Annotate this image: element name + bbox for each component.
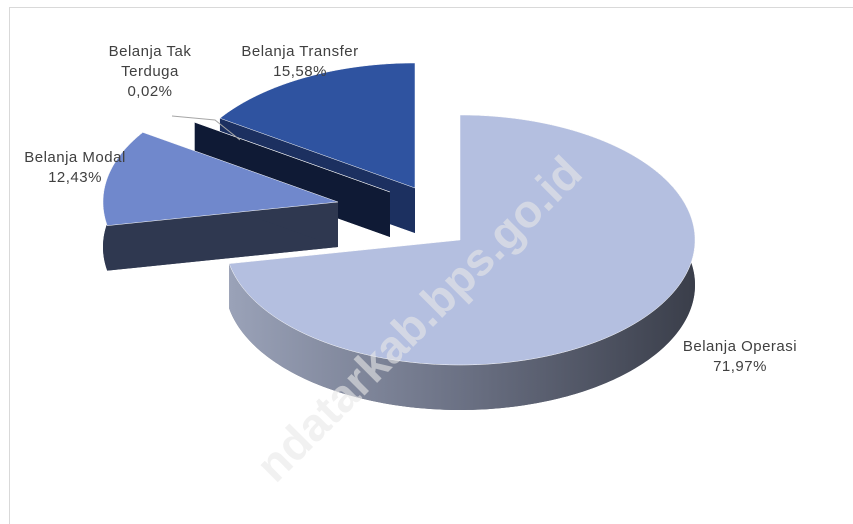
category-label: Belanja Transfer <box>241 43 359 60</box>
category-label: Belanja Tak Terduga <box>108 43 192 80</box>
percent-label: 0,02% <box>127 83 173 100</box>
slice-cut-wall <box>194 122 390 237</box>
pie-slice <box>228 114 696 410</box>
data-label: Belanja Modal 12,43% <box>0 148 150 188</box>
data-label: Belanja Tak Terduga 0,02% <box>95 42 205 102</box>
chart-frame <box>9 7 853 524</box>
category-label: Belanja Operasi <box>682 338 798 355</box>
percent-label: 15,58% <box>273 63 327 80</box>
data-label: Belanja Operasi 71,97% <box>655 337 825 377</box>
slice-top <box>194 121 391 193</box>
slice-top <box>102 132 339 226</box>
category-label: Belanja Modal <box>24 149 126 166</box>
percent-label: 71,97% <box>713 358 767 375</box>
leader-line <box>171 115 241 141</box>
data-label: Belanja Transfer 15,58% <box>215 42 385 82</box>
percent-label: 12,43% <box>48 169 102 186</box>
slice-top <box>219 62 416 189</box>
pie-slice <box>102 132 339 271</box>
slice-top <box>228 114 696 366</box>
